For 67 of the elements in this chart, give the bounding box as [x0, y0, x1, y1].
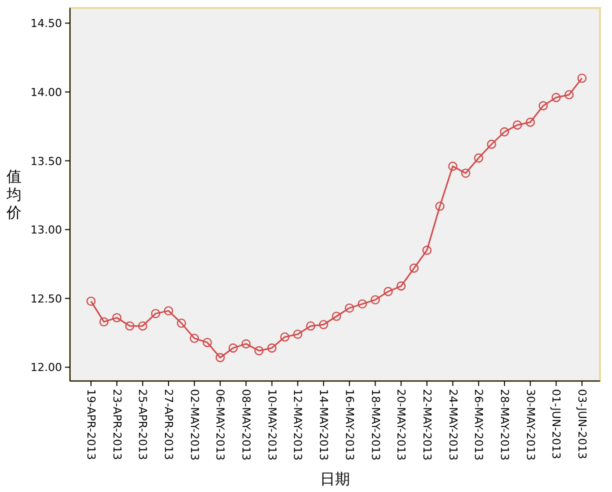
point [99, 317, 109, 326]
x-tick-label: 20-MAY-2013 [394, 389, 408, 461]
x-tick-label: 25-APR-2013 [136, 389, 150, 460]
y-tick-label: 12.50 [30, 292, 62, 306]
x-tick-label: 27-APR-2013 [162, 389, 176, 460]
point [293, 330, 302, 339]
point [409, 264, 419, 273]
y-tick-label: 14.50 [30, 17, 62, 30]
y-tick-label: 13.00 [30, 224, 62, 237]
point [370, 295, 380, 304]
x-tick-label: 18-MAY-2013 [368, 389, 382, 461]
point [396, 281, 406, 291]
point [448, 162, 458, 171]
point [358, 299, 367, 309]
y-tick-label: 13.50 [30, 154, 62, 168]
x-tick-label: 02-MAY-2013 [188, 389, 201, 461]
x-tick-label: 30-MAY-2013 [524, 389, 537, 461]
point [202, 338, 212, 348]
x-axis-title: 日期 [320, 470, 350, 488]
point [384, 286, 393, 296]
point [435, 202, 444, 211]
point [526, 118, 535, 127]
point [241, 339, 251, 348]
y-tick-label: 14.00 [30, 86, 62, 99]
point [228, 343, 238, 353]
point [306, 321, 316, 331]
point [216, 353, 225, 362]
point [552, 92, 561, 102]
point [538, 101, 548, 110]
point [280, 332, 290, 342]
x-tick-label: 16-MAY-2013 [342, 389, 356, 461]
x-tick-label: 19-APR-2013 [84, 389, 98, 460]
y-axis-title: 值均价 [6, 168, 22, 222]
x-tick-label: 26-MAY-2013 [472, 389, 486, 461]
point [461, 168, 470, 178]
point [138, 321, 148, 331]
point [564, 90, 574, 100]
x-tick-label: 28-MAY-2013 [498, 389, 511, 461]
point [164, 306, 174, 316]
point [112, 313, 122, 322]
point [512, 120, 522, 130]
point [151, 308, 160, 318]
point [344, 303, 354, 313]
x-tick-label: 12-MAY-2013 [291, 389, 304, 461]
x-tick-label: 08-MAY-2013 [240, 389, 253, 461]
x-tick-label: 14-MAY-2013 [317, 389, 330, 461]
x-tick-label: 10-MAY-2013 [265, 389, 278, 461]
point [486, 140, 496, 149]
x-tick-label: 24-MAY-2013 [446, 389, 460, 461]
point [254, 346, 264, 356]
point [125, 321, 134, 331]
point [500, 127, 510, 136]
y-tick-label: 12.00 [30, 361, 62, 374]
x-tick-label: 03-JUN-2013 [576, 389, 588, 460]
x-tick-label: 23-APR-2013 [110, 389, 124, 460]
x-tick-label: 01-JUN-2013 [550, 389, 563, 460]
point [176, 318, 186, 328]
point [318, 320, 328, 330]
point [267, 343, 276, 353]
point [577, 74, 587, 83]
point [86, 296, 96, 306]
point [422, 246, 432, 255]
x-tick-label: 06-MAY-2013 [214, 389, 227, 461]
point [474, 153, 484, 163]
x-tick-label: 22-MAY-2013 [420, 389, 434, 461]
point [190, 334, 199, 343]
point [332, 312, 342, 321]
